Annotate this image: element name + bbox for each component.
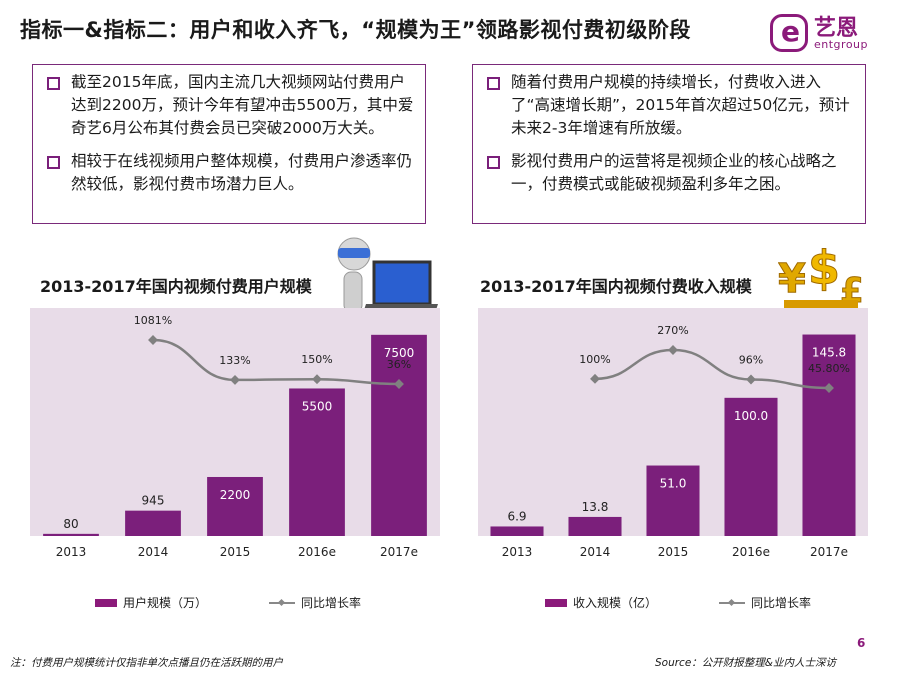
chart2-growth-label: 45.80% [808,362,850,375]
chart2-growth-point [824,383,834,393]
chart2-x-tick: 2017e [810,545,848,559]
bar-swatch [545,598,567,607]
chart1-bar [371,334,427,536]
chart1-x-tick: 2016e [298,545,336,559]
chart2-x-tick: 2016e [732,545,770,559]
chart2-bar-label: 6.9 [507,509,526,523]
right-bullet-2-text: 影视付费用户的运营将是视频企业的核心战略之一，付费模式或能破视频盈利多年之困。 [511,152,837,193]
chart1-growth-line [152,338,400,386]
svg-text:¥: ¥ [778,256,806,302]
chart1-x-tick: 2015 [220,545,251,559]
square-bullet-icon [47,156,60,169]
chart1-bar-label: 2200 [220,488,251,502]
chart1-bar-label: 5500 [302,399,333,413]
chart1-bar [207,476,263,536]
chart2-bar-label: 145.8 [812,346,846,360]
bar-swatch [95,598,117,607]
right-bullet-1: 随着付费用户规模的持续增长，付费收入进入了“高速增长期”，2015年首次超过50… [485,71,855,140]
chart1-bar [289,388,345,536]
chart2-bar-label: 13.8 [582,500,609,514]
left-bullet-1-text: 截至2015年底，国内主流几大视频网站付费用户达到2200万，预计今年有望冲击5… [71,73,414,137]
page-title: 指标一&指标二：用户和收入齐飞，“规模为王”领路影视付费初级阶段 [20,18,691,42]
chart1-x-tick: 2017e [380,545,418,559]
svg-text:$: $ [808,241,840,295]
chart2-bar [646,465,700,536]
chart1-bar-label: 945 [142,494,165,508]
chart2-bar [490,526,544,536]
left-bullet-1: 截至2015年底，国内主流几大视频网站付费用户达到2200万，预计今年有望冲击5… [45,71,415,140]
chart1-legend: 用户规模（万） 同比增长率 [95,594,361,611]
chart2-title: 2013-2017年国内视频付费收入规模 [480,277,752,296]
square-bullet-icon [487,77,500,90]
chart2-legend-bar: 收入规模（亿） [573,596,658,610]
left-bullet-2: 相较于在线视频用户整体规模，付费用户渗透率仍然较低，影视付费市场潜力巨人。 [45,150,415,196]
chart1-bar-label: 80 [63,517,78,531]
footnote: 注：付费用户规模统计仅指非单次点播且仍在活跃期的用户 [10,657,283,669]
chart2-legend-line: 同比增长率 [751,596,812,610]
right-bullet-2: 影视付费用户的运营将是视频企业的核心战略之一，付费模式或能破视频盈利多年之困。 [485,150,855,196]
chart2-svg: 6.9 2013 13.8 2014 51.0 2015 100.0 2016e 145.8 20… [478,308,868,559]
chart2-growth-label: 96% [739,353,763,366]
chart2-bar-label: 51.0 [660,477,687,491]
square-bullet-icon [47,77,60,90]
chart2-growth-label: 270% [657,324,688,337]
chart2-x-tick: 2013 [502,545,533,559]
chart2-growth-point [746,374,756,385]
chart1-growth-label: 36% [387,358,411,371]
chart1-growth-label: 1081% [134,314,172,327]
source-note: Source：公开财报整理&业内人士深访 [655,657,836,669]
right-bullet-1-text: 随着付费用户规模的持续增长，付费收入进入了“高速增长期”，2015年首次超过50… [511,73,850,137]
chart2-bar [724,397,778,536]
chart1-growth-label: 133% [219,354,250,367]
chart1-x-tick: 2014 [138,545,169,559]
right-text-box: 随着付费用户规模的持续增长，付费收入进入了“高速增长期”，2015年首次超过50… [472,64,866,224]
chart2-bar [568,516,622,536]
chart1-growth-label: 150% [301,353,332,366]
chart2-growth-label: 100% [579,353,610,366]
line-swatch [719,601,746,604]
square-bullet-icon [487,156,500,169]
line-swatch [269,601,296,604]
chart1-svg: 80 2013 945 2014 2200 2015 5500 2016e 7500 2017e 1… [30,308,440,559]
left-text-box: 截至2015年底，国内主流几大视频网站付费用户达到2200万，预计今年有望冲击5… [32,64,426,224]
entgroup-logo: 艺恩 entgroup [770,10,880,58]
chart2-x-tick: 2014 [580,545,611,559]
chart2-x-tick: 2015 [658,545,689,559]
logo-cn-text: 艺恩 [814,16,859,41]
chart2-growth-line [594,348,830,390]
chart1-growth-point [230,374,240,385]
chart1-title: 2013-2017年国内视频付费用户规模 [40,277,312,296]
chart1-legend-line: 同比增长率 [301,596,362,610]
chart2-legend: 收入规模（亿） 同比增长率 [545,594,811,611]
logo-en-text: entgroup [814,38,868,51]
chart2-growth-point [668,345,678,355]
page-number: 6 [857,636,866,650]
chart1-bar-label: 7500 [384,346,415,360]
chart1-bar [43,533,99,536]
chart2-bar [802,334,856,536]
left-bullet-2-text: 相较于在线视频用户整体规模，付费用户渗透率仍然较低，影视付费市场潜力巨人。 [71,152,413,193]
chart1-bar [125,510,181,536]
chart2-bar-label: 100.0 [734,409,768,423]
logo-mark-icon [770,14,808,52]
chart1-growth-point [312,374,322,385]
chart2-growth-point [590,373,600,384]
chart1-legend-bar: 用户规模（万） [123,596,208,610]
chart1-x-tick: 2013 [56,545,87,559]
